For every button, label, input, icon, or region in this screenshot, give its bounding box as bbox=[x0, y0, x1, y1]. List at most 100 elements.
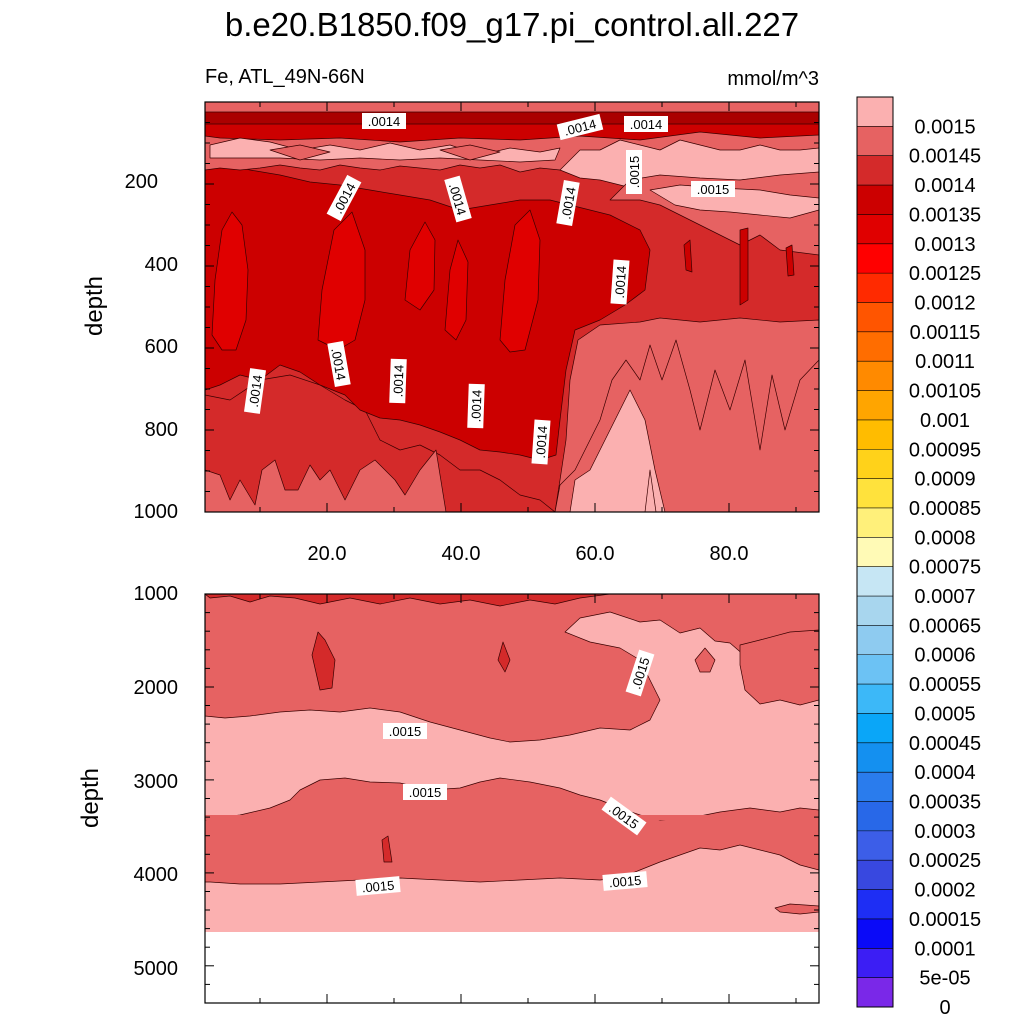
colorbar-label: 0.0003 bbox=[914, 821, 975, 843]
colorbar-label: 0.00075 bbox=[909, 557, 981, 579]
colorbar-label: 0.00035 bbox=[909, 792, 981, 814]
chart-title: b.e20.B1850.f09_g17.pi_control.all.227 bbox=[225, 6, 799, 43]
lower-ytick-2000: 2000 bbox=[134, 677, 179, 699]
colorbar-swatch bbox=[857, 331, 893, 362]
upper-fill-lower-1450 bbox=[205, 449, 447, 512]
colorbar-swatch bbox=[857, 243, 893, 274]
variable-label: Fe, ATL_49N-66N bbox=[205, 66, 365, 88]
colorbar-label: 0.0015 bbox=[914, 116, 975, 138]
lower-clabel-3: .0015 bbox=[409, 785, 442, 800]
colorbar-swatch bbox=[857, 654, 893, 685]
lower-fill-upper-spot bbox=[694, 647, 716, 673]
colorbar-swatch bbox=[857, 977, 893, 1008]
colorbar-label: 0 bbox=[939, 997, 950, 1019]
upper-xtick-80: 80.0 bbox=[710, 543, 749, 565]
colorbar-swatch bbox=[857, 302, 893, 333]
colorbar-label: 0.0004 bbox=[914, 762, 975, 784]
upper-clabel-5: .0015 bbox=[697, 182, 730, 197]
colorbar-swatch bbox=[857, 713, 893, 744]
upper-clabel-10: .0014 bbox=[328, 347, 348, 382]
colorbar-label: 0.00125 bbox=[909, 263, 981, 285]
colorbar-label: 0.0002 bbox=[914, 880, 975, 902]
units-label: mmol/m^3 bbox=[727, 68, 819, 90]
colorbar-swatch bbox=[857, 126, 893, 157]
colorbar-swatch bbox=[857, 830, 893, 861]
upper-clabel-1: .0014 bbox=[368, 114, 401, 129]
lower-top-dark bbox=[205, 594, 611, 607]
colorbar-label: 0.00105 bbox=[909, 381, 981, 403]
lower-fill-lower-1450 bbox=[205, 777, 819, 885]
upper-ytick-600: 600 bbox=[145, 336, 178, 358]
upper-top-darkest bbox=[205, 111, 819, 125]
upper-ytick-200: 200 bbox=[125, 171, 158, 193]
colorbar-swatch bbox=[857, 596, 893, 626]
colorbar-label: 0.00045 bbox=[909, 733, 981, 755]
lower-blob-4 bbox=[774, 903, 819, 915]
upper-fill-pink-a bbox=[569, 389, 666, 512]
colorbar-swatch bbox=[857, 507, 893, 538]
upper-ylabel: depth bbox=[81, 276, 108, 336]
colorbar-swatch bbox=[857, 684, 893, 714]
upper-ytick-400: 400 bbox=[145, 254, 178, 276]
colorbar-swatch bbox=[857, 742, 893, 773]
colorbar-label: 5e-05 bbox=[919, 968, 970, 990]
lower-clabel-2: .0015 bbox=[389, 724, 422, 739]
colorbar-swatch bbox=[857, 97, 893, 127]
colorbar-label: 0.0001 bbox=[914, 938, 975, 960]
colorbar-label: 0.00085 bbox=[909, 498, 981, 520]
upper-ytick-800: 800 bbox=[145, 419, 178, 441]
colorbar-swatch bbox=[857, 772, 893, 803]
colorbar-swatch bbox=[857, 537, 893, 568]
lower-clabel-5: .0015 bbox=[361, 878, 395, 896]
lower-ytick-5000: 5000 bbox=[134, 958, 179, 980]
colorbar-swatch bbox=[857, 625, 893, 656]
lower-ytick-4000: 4000 bbox=[134, 864, 179, 886]
colorbar-label: 0.00135 bbox=[909, 204, 981, 226]
colorbar-label: 0.00115 bbox=[910, 322, 981, 344]
upper-clabel-14: .0014 bbox=[533, 425, 550, 459]
colorbar-swatch bbox=[857, 419, 893, 450]
upper-clabel-13: .0014 bbox=[468, 389, 484, 422]
colorbar-swatch bbox=[857, 566, 893, 597]
upper-xtick-40: 40.0 bbox=[442, 543, 481, 565]
colorbar-label: 0.00065 bbox=[909, 615, 981, 637]
colorbar-label: 0.0011 bbox=[915, 351, 975, 373]
upper-clabel-4: .0015 bbox=[627, 156, 642, 189]
colorbar-frame bbox=[856, 96, 894, 1008]
lower-fill-upper-right bbox=[739, 629, 819, 706]
colorbar-label: 0.00055 bbox=[909, 674, 981, 696]
upper-panel: 200 400 600 800 1000 20.0 40.0 60.0 80.0… bbox=[81, 101, 820, 565]
colorbar-label: 0.0013 bbox=[914, 234, 975, 256]
upper-ticks bbox=[205, 101, 819, 513]
upper-top-rose-spots bbox=[269, 144, 501, 161]
colorbar-swatch bbox=[857, 449, 893, 480]
lower-ytick-1000: 1000 bbox=[134, 583, 179, 605]
lower-blob-3 bbox=[381, 835, 393, 863]
colorbar-swatch bbox=[857, 185, 893, 215]
colorbar-swatch bbox=[857, 860, 893, 891]
colorbar-swatch bbox=[857, 361, 893, 392]
colorbar-label: 0.0006 bbox=[914, 645, 975, 667]
upper-clabel-11: .0014 bbox=[246, 374, 265, 408]
colorbar-swatch bbox=[857, 889, 893, 920]
upper-ytick-1000: 1000 bbox=[134, 501, 179, 523]
upper-blob-3 bbox=[404, 221, 436, 311]
colorbar-label: 0.0007 bbox=[914, 586, 975, 608]
upper-fill-pink-b bbox=[644, 469, 657, 512]
colorbar-swatch bbox=[857, 801, 893, 832]
colorbar-label: 0.0014 bbox=[914, 175, 975, 197]
colorbar-swatch bbox=[857, 948, 893, 979]
upper-contour-labels: .0014 .0014 .0014 .0015 .0015 .0014 .001… bbox=[244, 113, 735, 465]
upper-blob-1 bbox=[211, 211, 249, 351]
upper-blob-5 bbox=[499, 209, 541, 353]
colorbar-label: 0.0008 bbox=[914, 527, 975, 549]
colorbar-swatch bbox=[857, 273, 893, 303]
colorbar-swatch bbox=[857, 155, 893, 186]
upper-blob-4 bbox=[444, 239, 469, 341]
colorbar-label: 0.00015 bbox=[909, 909, 981, 931]
lower-blob-1 bbox=[311, 631, 336, 691]
colorbar: 0.0015 0.00145 0.0014 0.00135 0.0013 0.00125 0… bbox=[856, 96, 981, 1019]
upper-clabel-3: .0014 bbox=[630, 117, 663, 132]
colorbar-swatch bbox=[857, 390, 893, 421]
